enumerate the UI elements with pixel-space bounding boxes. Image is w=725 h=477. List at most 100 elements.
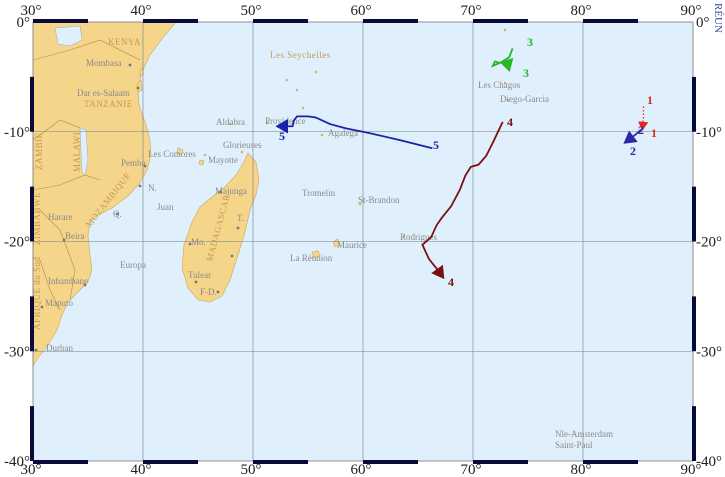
place-label: Harare xyxy=(48,212,72,222)
lat-tick-left: -30° xyxy=(4,344,30,360)
track-line-1 xyxy=(638,106,649,131)
track-start-label: 2 xyxy=(638,123,644,137)
place-label: Inhambane xyxy=(48,276,88,286)
place-label: Europa xyxy=(120,260,146,270)
place-label: Q. xyxy=(113,209,122,219)
lon-tick-bottom: 50° xyxy=(241,462,262,477)
place-label: Beira xyxy=(65,231,85,241)
place-label: Pemba xyxy=(121,158,146,168)
town-marker xyxy=(194,280,198,284)
place-label: Maputo xyxy=(45,298,73,308)
mayotte-landmass xyxy=(198,159,205,166)
lon-tick-top: 90° xyxy=(681,3,702,19)
place-label: Les Comores xyxy=(148,149,196,159)
track-1: 11 xyxy=(638,93,657,140)
town-marker xyxy=(40,305,44,309)
island-marker xyxy=(203,153,207,157)
frame-bar-bottom xyxy=(473,460,528,464)
place-label: Dar es-Salaam xyxy=(77,88,130,98)
place-label: Rodrigues xyxy=(400,232,437,242)
place-label: Agalega xyxy=(328,128,358,138)
track-end-label: 3 xyxy=(523,66,529,80)
place-label: Diego-Garcia xyxy=(500,94,549,104)
place-label: F-D. xyxy=(200,287,217,297)
island-marker xyxy=(402,234,406,238)
country-border xyxy=(39,209,76,301)
frame-bar-top xyxy=(253,19,308,23)
town-marker xyxy=(138,184,142,188)
frame-bar-top xyxy=(33,19,88,23)
reunion-landmass xyxy=(311,250,321,259)
island-marker xyxy=(503,28,507,32)
axis-tick-labels: 30°30°40°40°50°50°60°60°70°70°80°80°90°9… xyxy=(4,3,722,477)
island-marker xyxy=(295,88,299,92)
lat-tick-right: -30° xyxy=(696,344,722,360)
track-line-3 xyxy=(490,48,514,73)
place-label: Saint-Paul xyxy=(555,440,593,450)
lat-tick-left: -10° xyxy=(4,125,30,141)
country-label: MALAWI xyxy=(72,132,82,172)
track-2: 22 xyxy=(623,123,644,158)
town-marker xyxy=(128,63,132,67)
lon-tick-top: 50° xyxy=(241,3,262,19)
place-label: Maurice xyxy=(337,240,367,250)
town-marker xyxy=(236,226,240,230)
track-5: 55 xyxy=(275,115,439,152)
track-start-label: 1 xyxy=(647,93,653,107)
place-label: Mayotte xyxy=(208,155,238,165)
lake-victoria xyxy=(54,25,83,47)
place-label: Juan xyxy=(157,202,174,212)
track-end-label: 1 xyxy=(651,126,657,140)
place-label: Glorieuses xyxy=(223,140,262,150)
place-label: Tromelin xyxy=(302,188,336,198)
place-label: T. xyxy=(237,213,244,223)
land-layer xyxy=(32,21,510,368)
track-start-label: 3 xyxy=(527,35,533,49)
lon-tick-top: 80° xyxy=(571,3,592,19)
island-marker xyxy=(314,70,318,74)
track-4: 44 xyxy=(421,115,513,289)
town-marker xyxy=(136,86,140,90)
place-label: Durban xyxy=(46,343,73,353)
lon-tick-top: 60° xyxy=(351,3,372,19)
town-marker xyxy=(34,348,38,352)
frame-bar-bottom xyxy=(583,460,638,464)
frame-bar-left xyxy=(30,186,34,242)
country-border xyxy=(32,39,141,61)
frame-bar-right xyxy=(692,406,696,461)
lat-tick-right: 0° xyxy=(696,15,710,31)
country-border xyxy=(32,119,81,141)
lat-tick-right: -40° xyxy=(696,454,722,470)
frame-bar-bottom xyxy=(253,460,308,464)
country-border xyxy=(32,174,101,191)
place-label: St-Brandon xyxy=(358,195,400,205)
lon-tick-top: 70° xyxy=(461,3,482,19)
town-marker xyxy=(115,212,119,216)
lat-tick-right: -20° xyxy=(696,235,722,251)
track-start-label: 5 xyxy=(433,138,439,152)
country-label: ZIMBABWE xyxy=(32,192,42,245)
watermark: RÉUN xyxy=(712,3,724,33)
island-marker xyxy=(301,106,305,110)
frame-bar-left xyxy=(30,406,34,461)
town-marker xyxy=(83,283,87,287)
frame-bar-top xyxy=(143,19,198,23)
place-label: Majunga xyxy=(215,186,247,196)
place-label: N. xyxy=(148,183,157,193)
lon-tick-bottom: 30° xyxy=(21,462,42,477)
town-marker xyxy=(218,190,222,194)
town-marker xyxy=(62,238,66,242)
island-marker xyxy=(358,202,362,206)
country-label: TANZANIE xyxy=(84,99,133,109)
place-label: Tulear xyxy=(188,270,211,280)
island-marker xyxy=(228,122,232,126)
frame-bar-left xyxy=(30,296,34,352)
island-marker xyxy=(320,133,324,137)
track-end-label: 2 xyxy=(630,144,636,158)
lon-tick-bottom: 60° xyxy=(351,462,372,477)
frame-bar-right xyxy=(692,186,696,242)
lon-tick-top: 40° xyxy=(131,3,152,19)
frame-bar-left xyxy=(30,76,34,132)
